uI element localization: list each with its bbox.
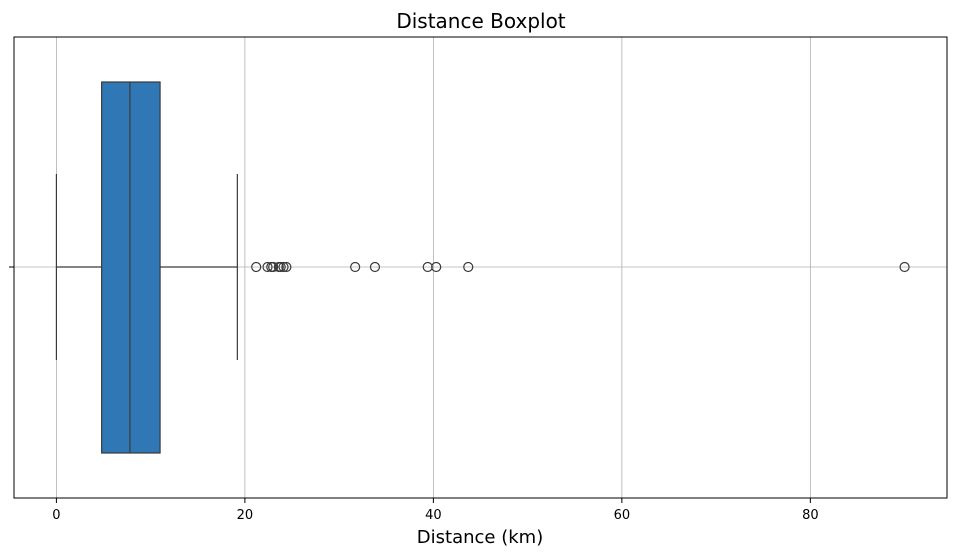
outlier-point (463, 261, 474, 273)
outlier-point (262, 261, 273, 273)
x-tick-label: 20 (237, 508, 254, 523)
outlier-point (251, 261, 262, 273)
outlier-point (431, 261, 442, 273)
x-tick-label: 60 (614, 508, 631, 523)
x-tick-label: 80 (802, 508, 819, 523)
iqr-box (101, 81, 161, 454)
x-tick-label: 0 (52, 508, 60, 523)
x-tick-label: 40 (425, 508, 442, 523)
outlier-point (369, 261, 381, 273)
outlier-point (275, 261, 286, 273)
chart-title: Distance Boxplot (396, 9, 565, 33)
outlier-point (281, 261, 292, 273)
outlier-point (268, 261, 279, 273)
plot-area (55, 81, 910, 454)
outlier-point (278, 261, 289, 273)
x-axis-ticks: 0 20 40 60 80 (52, 498, 819, 523)
outlier-point (899, 261, 910, 273)
outlier-point (350, 261, 361, 273)
x-axis-label: Distance (km) (417, 527, 543, 548)
